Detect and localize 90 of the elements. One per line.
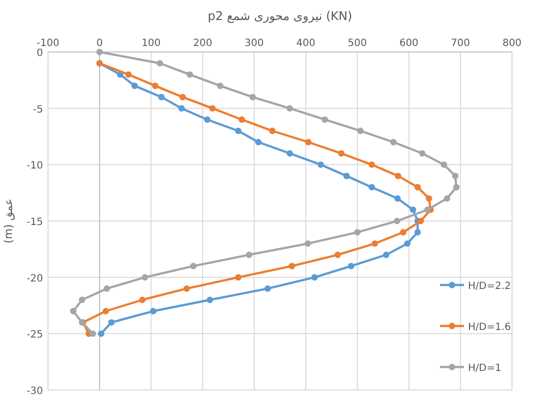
point (142, 274, 148, 281)
point (394, 172, 402, 180)
point (90, 330, 96, 337)
legend-label: H/D=1 (468, 363, 502, 374)
point (357, 128, 364, 134)
point (286, 150, 293, 157)
point (383, 252, 390, 258)
point (269, 128, 276, 134)
point (368, 184, 375, 190)
point (246, 252, 252, 258)
point (394, 218, 400, 224)
point (139, 296, 146, 304)
y-tick-label: -15 (26, 217, 43, 228)
point (158, 94, 165, 100)
point (186, 71, 193, 78)
x-tick-label: 600 (399, 38, 418, 49)
x-tick-label: -100 (36, 38, 60, 49)
point (78, 296, 86, 304)
point (318, 161, 324, 168)
point (70, 308, 76, 314)
point (255, 138, 262, 146)
x-tick-label: 800 (502, 38, 522, 49)
point (235, 274, 242, 281)
point (102, 308, 109, 314)
y-tick-label: -25 (26, 330, 43, 341)
point (426, 195, 432, 202)
point (249, 94, 256, 100)
point (305, 138, 312, 146)
point (452, 172, 458, 180)
point (288, 262, 296, 270)
x-tick-label: 200 (193, 38, 212, 49)
point (235, 128, 242, 134)
point (264, 285, 271, 292)
y-tick-label: -30 (26, 386, 43, 397)
legend-label: H/D=2.2 (468, 281, 511, 292)
point (183, 285, 190, 292)
point (394, 195, 401, 202)
point (404, 240, 411, 247)
point (179, 94, 186, 100)
legend-label: H/D=1.6 (468, 322, 511, 333)
point (216, 82, 224, 89)
point (424, 206, 431, 213)
point (334, 252, 341, 258)
x-tick-label: 300 (244, 38, 264, 49)
point (108, 319, 115, 326)
point (418, 218, 424, 224)
point (348, 262, 354, 270)
point (354, 229, 361, 236)
y-tick-label: -20 (26, 273, 43, 284)
point (209, 105, 216, 112)
point (444, 195, 450, 202)
x-tick-label: 700 (450, 38, 470, 49)
point (204, 116, 211, 123)
point (414, 229, 421, 236)
point (400, 229, 406, 236)
point (178, 105, 185, 112)
point (390, 138, 397, 146)
y-axis-title: (m) عمق (2, 198, 15, 244)
point (338, 150, 345, 157)
point (286, 105, 293, 112)
point (311, 274, 318, 281)
point (150, 308, 156, 314)
point (304, 240, 312, 247)
point (98, 330, 104, 337)
point (368, 161, 375, 168)
point (322, 116, 328, 123)
point (96, 48, 103, 56)
point (190, 262, 197, 270)
point (453, 184, 460, 190)
point (410, 206, 416, 213)
y-tick-label: -5 (33, 104, 43, 116)
x-tick-label: 100 (142, 38, 161, 49)
point (343, 172, 350, 180)
point (419, 150, 426, 157)
point (238, 116, 246, 123)
y-tick-label: -10 (26, 160, 43, 172)
point (372, 240, 378, 247)
point (125, 71, 132, 78)
x-tick-label: 500 (348, 38, 367, 49)
chart-title: p2 نیروی محوری شمع (KN) (208, 9, 352, 23)
point (104, 285, 110, 292)
point (131, 82, 138, 89)
point (414, 184, 421, 190)
x-tick-label: 0 (96, 38, 103, 49)
point (440, 161, 448, 168)
point (156, 60, 164, 66)
point (152, 82, 158, 89)
y-tick-label: 0 (36, 48, 43, 59)
point (206, 296, 214, 304)
x-tick-label: 400 (296, 38, 316, 49)
